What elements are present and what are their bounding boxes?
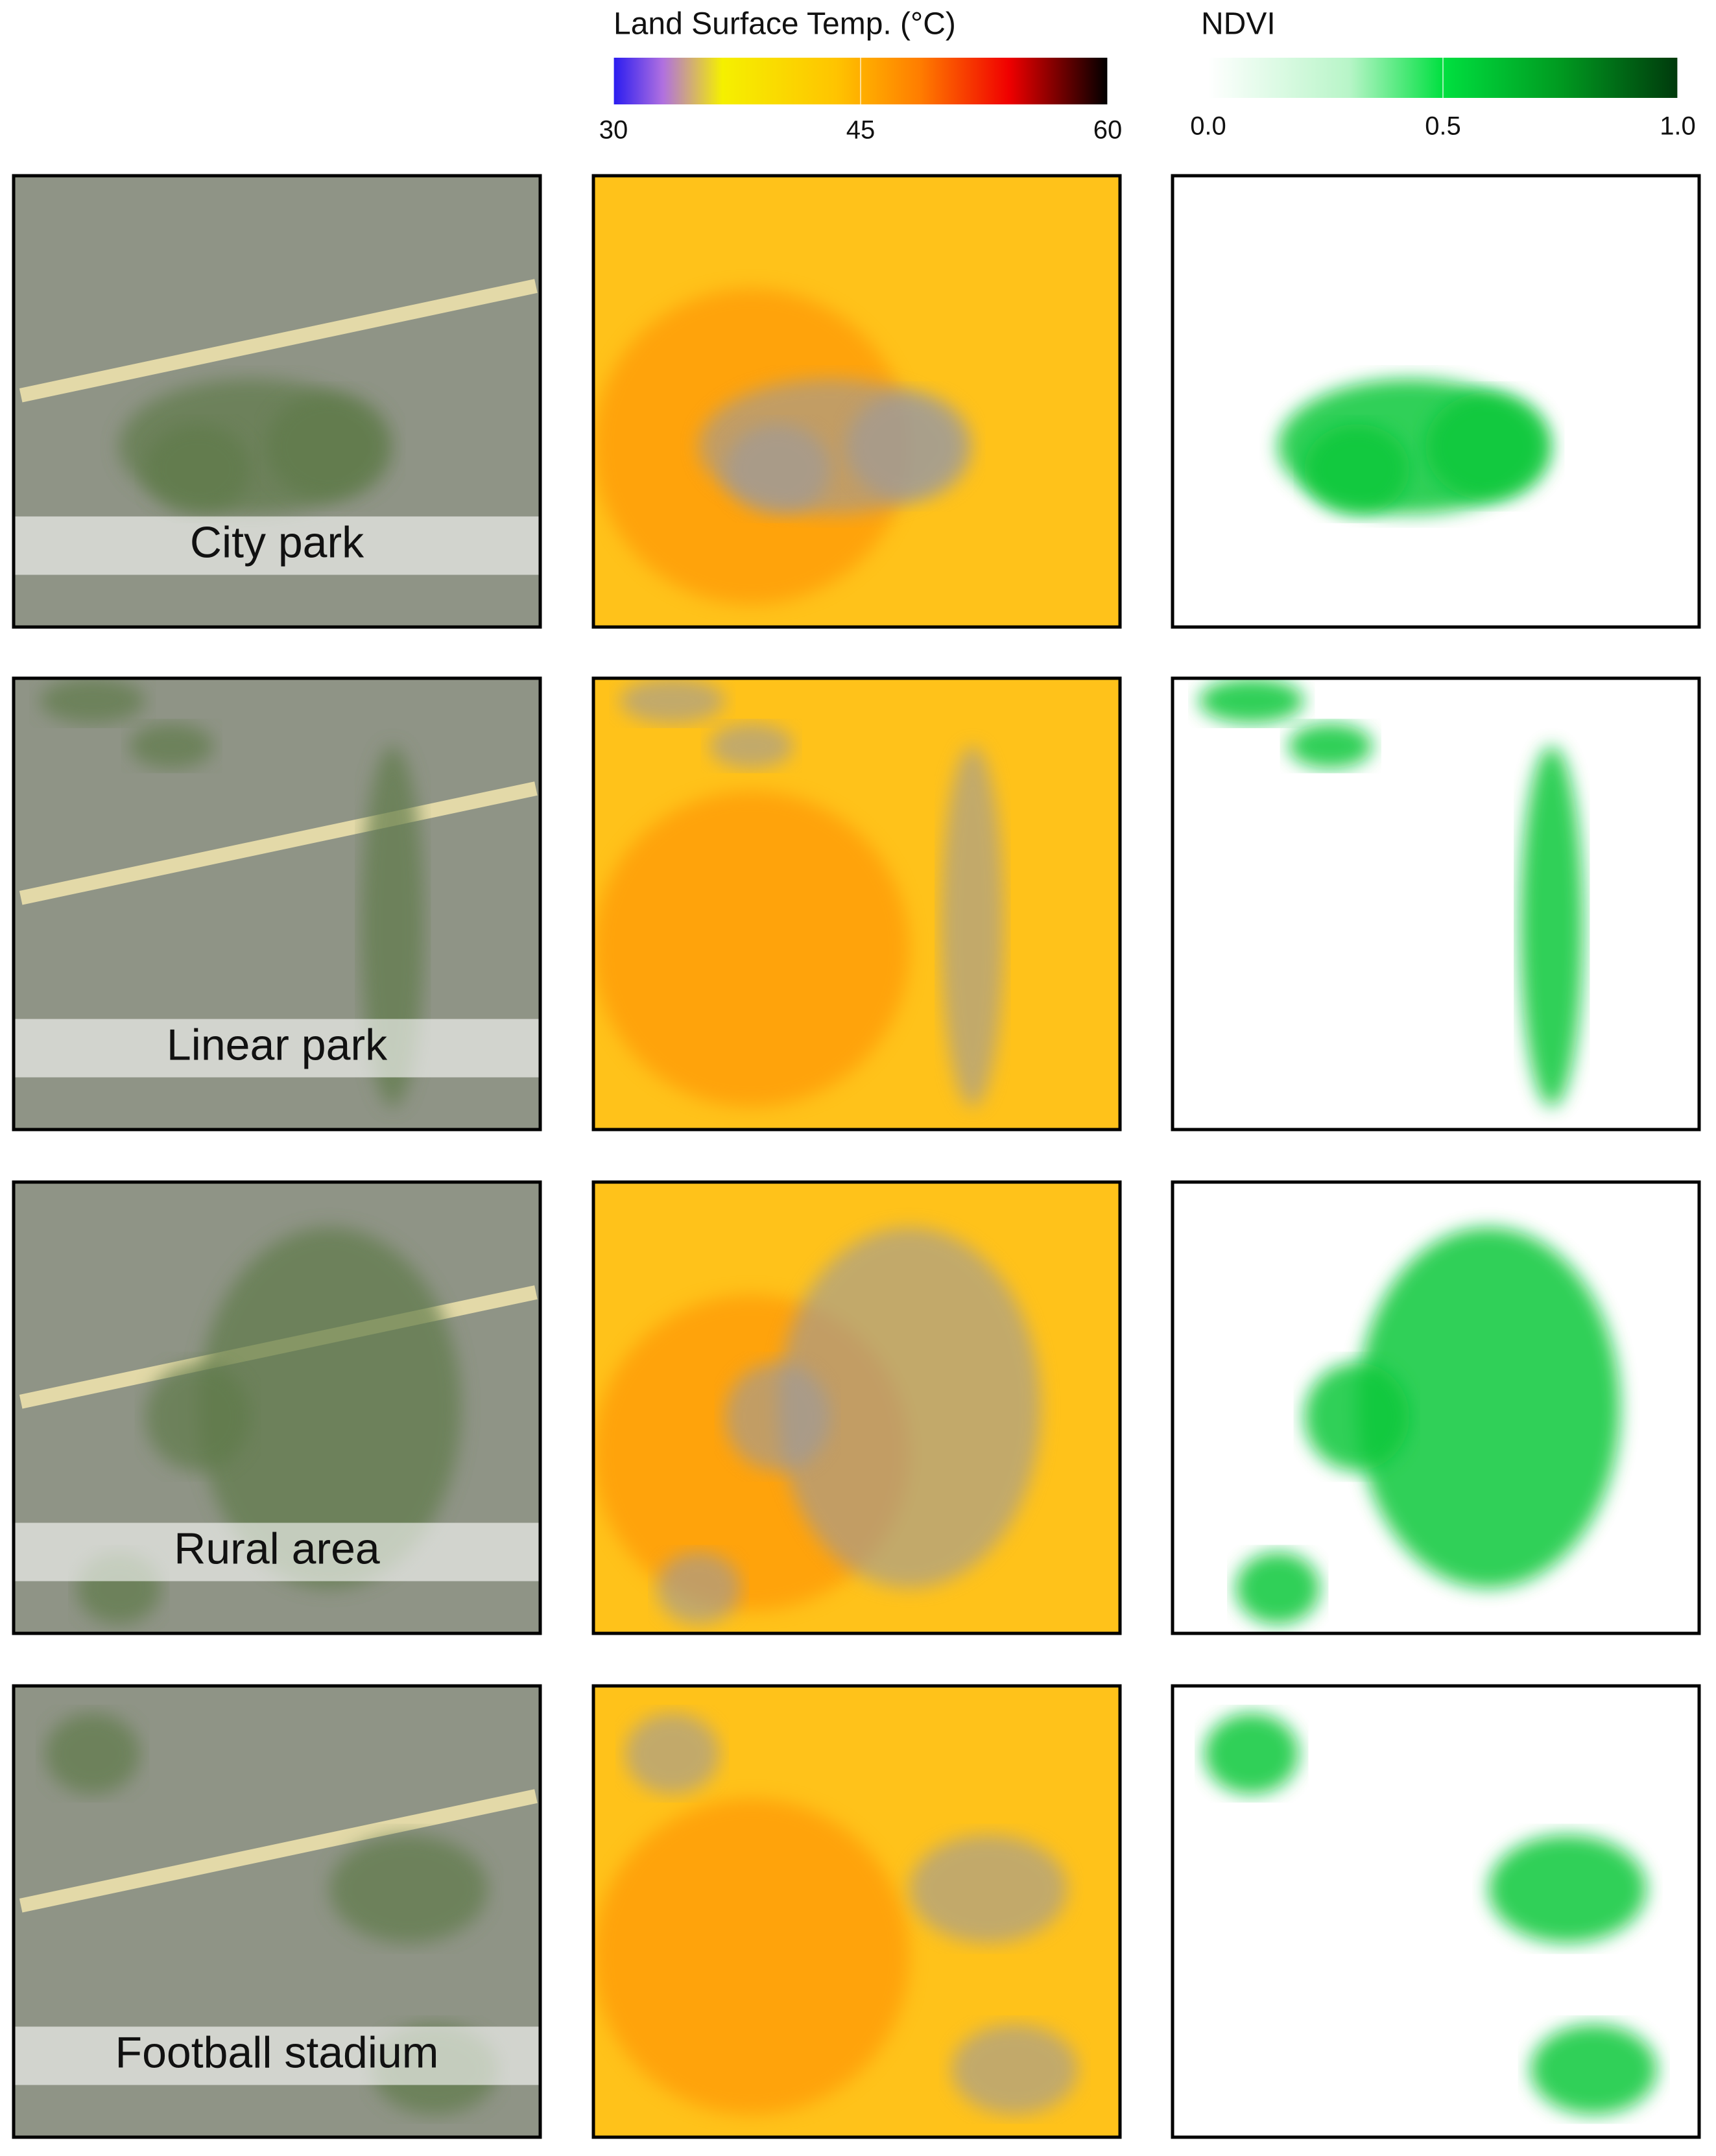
vegetation bbox=[129, 723, 214, 769]
green-zone bbox=[1488, 1834, 1647, 1943]
panel-image bbox=[1173, 1182, 1699, 1633]
panel bbox=[591, 1684, 1122, 2139]
panel bbox=[12, 676, 542, 1131]
tick-label: 1.0 bbox=[1660, 112, 1696, 141]
green-zone bbox=[1304, 1362, 1410, 1471]
road bbox=[19, 279, 538, 403]
panel-image bbox=[593, 678, 1120, 1130]
panel-image bbox=[14, 678, 540, 1130]
row-label: Rural area bbox=[174, 1524, 380, 1573]
panel-border bbox=[1171, 174, 1701, 629]
label-band bbox=[14, 1019, 540, 1078]
panel-image bbox=[14, 176, 540, 627]
vegetation bbox=[361, 746, 425, 1108]
panel-border bbox=[591, 1180, 1122, 1635]
panel-border bbox=[12, 174, 542, 629]
panel-border bbox=[12, 676, 542, 1131]
cool-zone bbox=[656, 1552, 741, 1625]
panel-image bbox=[1173, 1686, 1699, 2137]
road bbox=[19, 1789, 538, 1913]
panel-bg bbox=[1173, 678, 1699, 1130]
panel-image bbox=[1173, 176, 1699, 627]
panel-image bbox=[1173, 678, 1699, 1130]
hot-zone bbox=[593, 1799, 910, 2115]
cool-zone bbox=[909, 1834, 1067, 1943]
panel bbox=[591, 1180, 1122, 1635]
label-band bbox=[14, 1522, 540, 1581]
panel bbox=[1171, 1180, 1701, 1635]
panel bbox=[1171, 1684, 1701, 2139]
panel bbox=[12, 1684, 542, 2139]
panel-border bbox=[12, 1180, 542, 1635]
tick-label: 60 bbox=[1093, 116, 1123, 145]
panel-border bbox=[591, 1684, 1122, 2139]
label-band bbox=[14, 516, 540, 575]
tick-label: 30 bbox=[599, 116, 628, 145]
panel bbox=[12, 1180, 542, 1635]
cool-zone bbox=[778, 1227, 1042, 1589]
legend-title: Land Surface Temp. (°C) bbox=[614, 7, 956, 41]
green-zone bbox=[1425, 392, 1552, 501]
cool-zone bbox=[619, 678, 725, 724]
panel-border bbox=[1171, 1180, 1701, 1635]
panel-border bbox=[12, 1684, 542, 2139]
tick-label: 0.5 bbox=[1425, 112, 1461, 141]
cool-zone bbox=[725, 1362, 831, 1471]
row-label: Linear park bbox=[167, 1020, 388, 1069]
panel-border bbox=[1171, 676, 1701, 1131]
panel-image bbox=[14, 1182, 540, 1633]
vegetation bbox=[145, 423, 251, 515]
cool-zone bbox=[846, 392, 973, 501]
green-zone bbox=[1357, 1227, 1621, 1589]
legend-title: NDVI bbox=[1201, 7, 1276, 41]
vegetation bbox=[198, 1227, 462, 1589]
vegetation bbox=[45, 1712, 140, 1795]
cool-zone bbox=[940, 746, 1005, 1108]
panel bbox=[591, 676, 1122, 1131]
panel-image bbox=[14, 1686, 540, 2137]
green-zone bbox=[1288, 723, 1373, 769]
row-label: Football stadium bbox=[115, 2028, 439, 2077]
vegetation bbox=[266, 392, 393, 501]
vegetation bbox=[145, 1362, 251, 1471]
vegetation bbox=[329, 1834, 488, 1943]
green-zone bbox=[1204, 1712, 1299, 1795]
hot-zone bbox=[593, 791, 910, 1108]
tick-label: 0.0 bbox=[1190, 112, 1226, 141]
panel-image bbox=[593, 1686, 1120, 2137]
green-zone bbox=[1519, 746, 1584, 1108]
cool-zone bbox=[625, 1712, 720, 1795]
row-label: City park bbox=[190, 517, 364, 567]
vegetation bbox=[40, 678, 145, 724]
label-band bbox=[14, 2026, 540, 2085]
green-zone bbox=[1198, 678, 1305, 724]
cool-zone bbox=[725, 423, 831, 515]
panel bbox=[591, 174, 1122, 629]
tick-label: 45 bbox=[846, 116, 876, 145]
cool-zone bbox=[951, 2024, 1078, 2115]
panel-border bbox=[591, 174, 1122, 629]
panel bbox=[1171, 676, 1701, 1131]
green-zone bbox=[1304, 423, 1410, 515]
panel bbox=[1171, 174, 1701, 629]
cool-zone bbox=[709, 723, 794, 769]
green-zone bbox=[1531, 2024, 1658, 2115]
panel bbox=[12, 174, 542, 629]
panel-border bbox=[591, 676, 1122, 1131]
panel-border bbox=[1171, 1684, 1701, 2139]
panel-image bbox=[593, 176, 1120, 627]
panel-image bbox=[593, 1182, 1120, 1633]
green-zone bbox=[1235, 1552, 1320, 1625]
